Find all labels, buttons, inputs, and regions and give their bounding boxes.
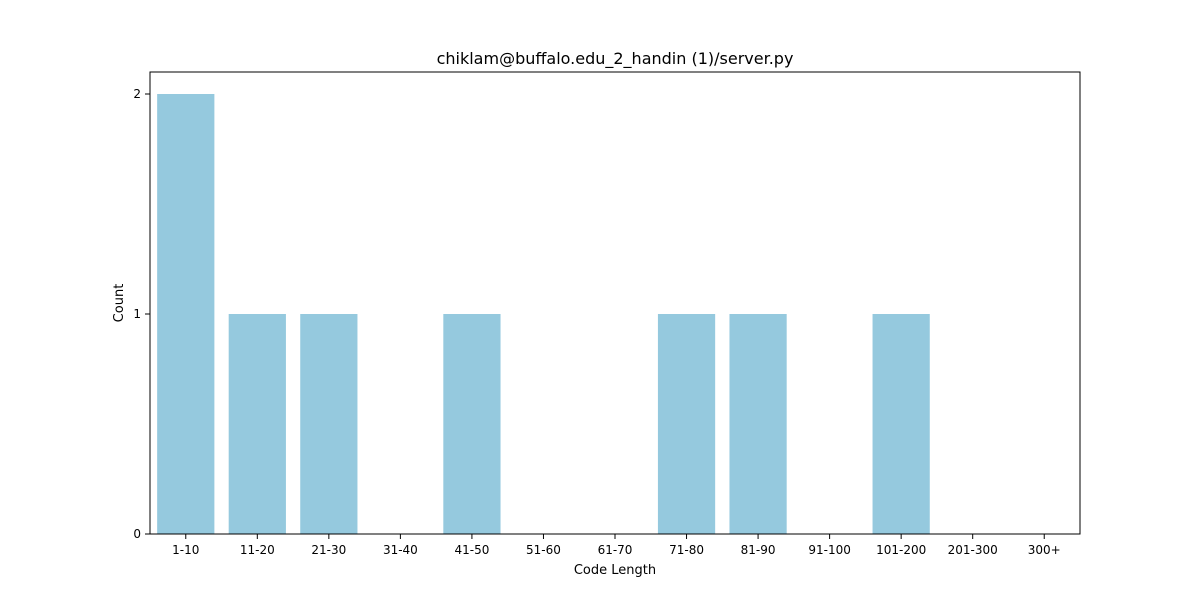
- x-tick-label: 101-200: [876, 543, 926, 557]
- y-tick-label: 2: [133, 87, 141, 101]
- x-tick-label: 201-300: [948, 543, 998, 557]
- x-tick-label: 31-40: [383, 543, 418, 557]
- x-tick-label: 91-100: [808, 543, 851, 557]
- y-axis-ticks: 0 1 2: [133, 87, 150, 541]
- x-tick-label: 11-20: [240, 543, 275, 557]
- bar-41-50: [443, 314, 501, 534]
- x-tick-label: 300+: [1028, 543, 1061, 557]
- x-tick-label: 61-70: [598, 543, 633, 557]
- x-tick-label: 81-90: [741, 543, 776, 557]
- bar-21-30: [300, 314, 358, 534]
- y-tick-label: 1: [133, 307, 141, 321]
- x-tick-label: 51-60: [526, 543, 561, 557]
- bar-71-80: [657, 314, 716, 534]
- bars-group: [157, 94, 930, 534]
- bar-11-20: [228, 314, 286, 534]
- x-tick-label: 1-10: [172, 543, 199, 557]
- y-tick-label: 0: [133, 527, 141, 541]
- bar-81-90: [729, 314, 787, 534]
- y-axis-label: Count: [112, 284, 127, 323]
- plot-frame: [149, 71, 1081, 535]
- bar-101-200: [872, 314, 930, 534]
- x-tick-label: 71-80: [669, 543, 704, 557]
- x-tick-label: 21-30: [311, 543, 346, 557]
- bar-1-10: [157, 94, 215, 534]
- x-axis-ticks: 1-10 11-20 21-30 31-40 41-50 51-60 61-70 71-80 8…: [172, 534, 1061, 557]
- x-tick-label: 41-50: [454, 543, 489, 557]
- chart-title: chiklam@buffalo.edu_2_handin (1)/server.…: [437, 49, 794, 69]
- x-axis-label: Code Length: [574, 563, 656, 578]
